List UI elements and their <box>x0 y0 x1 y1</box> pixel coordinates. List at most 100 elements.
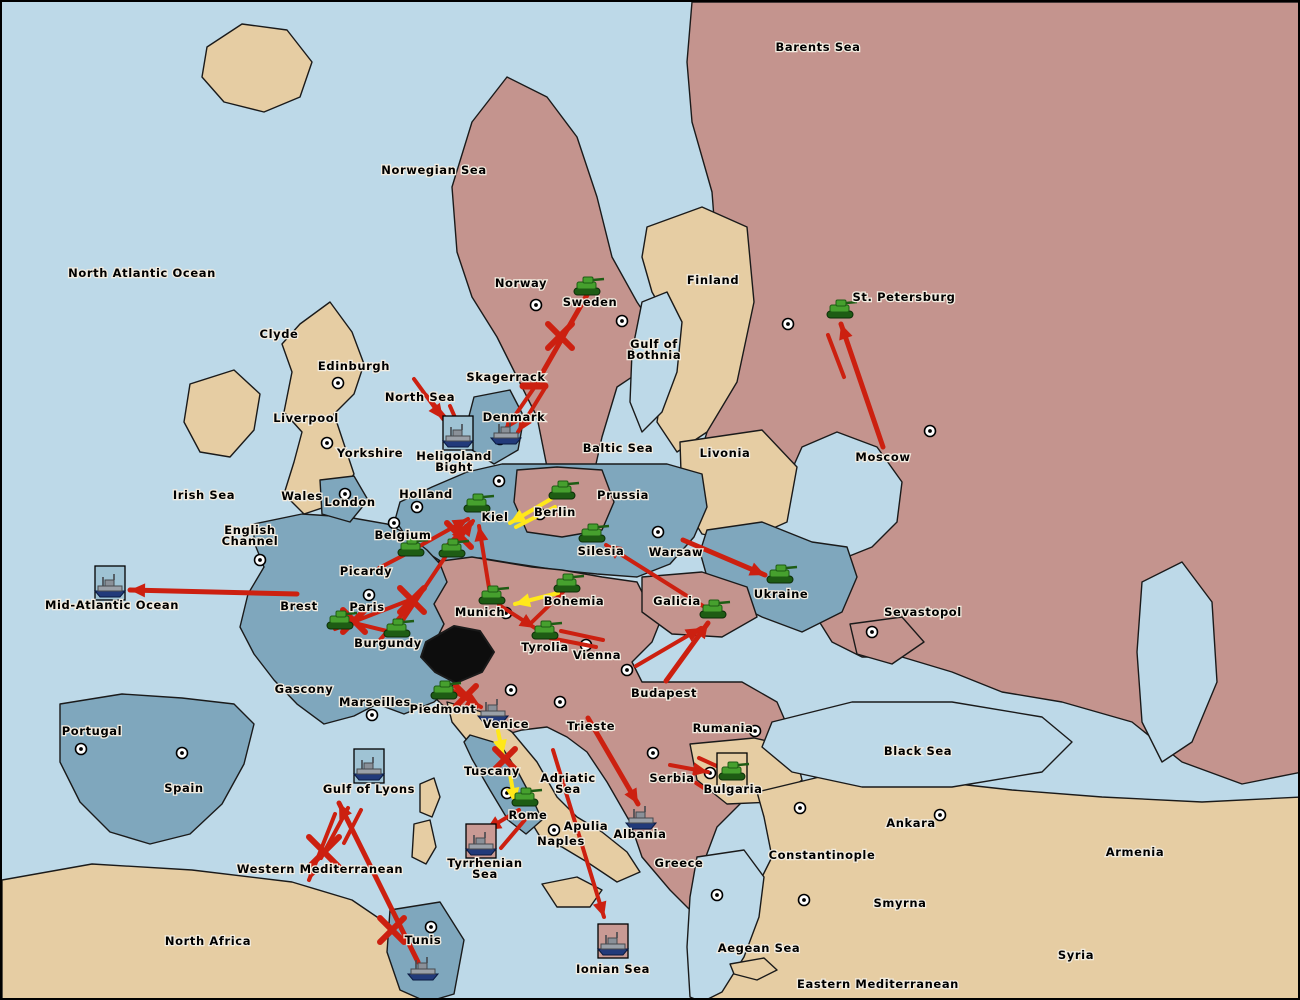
region-tunisia-blue[interactable] <box>386 901 465 1000</box>
supply-center-dot <box>320 436 334 450</box>
province-label-tuscany: Tuscany <box>464 764 520 778</box>
retreat-arrow-yellow <box>514 505 557 529</box>
sea-label-tyrrhenian-sea: Tyrrhenian Sea <box>447 856 522 881</box>
fleet-unit-ionian[interactable] <box>596 923 630 959</box>
army-unit-ruhr[interactable] <box>438 538 470 558</box>
army-unit-rome[interactable] <box>511 787 543 807</box>
army-unit-munich[interactable] <box>478 585 510 605</box>
province-label-piedmont: Piedmont <box>410 702 477 716</box>
sea-label-black-sea: Black Sea <box>884 744 952 758</box>
move-arrow-red <box>551 748 607 919</box>
fleet-unit-tunis[interactable] <box>406 957 440 981</box>
region-crete[interactable] <box>729 957 778 981</box>
fleet-unit-denmark[interactable] <box>489 421 523 445</box>
move-arrow-red <box>663 620 711 684</box>
province-label-paris: Paris <box>349 600 384 614</box>
supply-center-dot <box>646 746 660 760</box>
move-arrow-red <box>414 517 470 550</box>
province-label-prussia: Prussia <box>597 488 649 502</box>
region-gulf-of-bothnia-water[interactable] <box>629 291 683 433</box>
supply-center-dot <box>410 500 424 514</box>
province-label-norway: Norway <box>495 276 547 290</box>
province-label-ukraine: Ukraine <box>754 587 809 601</box>
region-aegean-water[interactable] <box>686 849 765 1000</box>
move-arrow-red <box>634 626 703 668</box>
supply-center-dot <box>651 525 665 539</box>
province-label-burgundy: Burgundy <box>354 636 422 650</box>
province-label-sevastopol: Sevastopol <box>884 605 962 619</box>
region-sardinia[interactable] <box>411 819 437 865</box>
region-switzerland[interactable] <box>420 625 495 684</box>
army-unit-silesia[interactable] <box>578 523 610 543</box>
move-arrow-red <box>668 762 710 777</box>
move-arrow-red <box>127 583 300 598</box>
supply-center-dot <box>365 708 379 722</box>
move-arrow-red <box>604 543 705 608</box>
province-label-moscow: Moscow <box>855 450 910 464</box>
army-unit-st-petersburg[interactable] <box>826 299 858 319</box>
sea-label-irish-sea: Irish Sea <box>173 488 235 502</box>
army-unit-tyrolia[interactable] <box>531 620 563 640</box>
province-label-smyrna: Smyrna <box>874 896 927 910</box>
province-label-silesia: Silesia <box>578 544 625 558</box>
fleet-unit-albania[interactable] <box>624 806 658 830</box>
army-unit-ukraine[interactable] <box>766 564 798 584</box>
region-ireland[interactable] <box>183 369 261 458</box>
region-iberia[interactable] <box>59 693 255 845</box>
army-unit-galicia[interactable] <box>699 599 731 619</box>
sea-label-baltic-sea: Baltic Sea <box>583 441 654 455</box>
fleet-unit-venice[interactable] <box>476 699 510 723</box>
province-label-apulia: Apulia <box>564 819 609 833</box>
province-label-north-africa: North Africa <box>165 934 251 948</box>
province-label-vienna: Vienna <box>573 648 621 662</box>
army-unit-paris[interactable] <box>326 610 358 630</box>
army-unit-bulgaria[interactable] <box>716 752 750 788</box>
province-label-picardy: Picardy <box>340 564 393 578</box>
fleet-unit-heligoland-bight[interactable] <box>441 415 475 451</box>
region-iceland[interactable] <box>201 23 313 113</box>
supply-center-dot <box>362 588 376 602</box>
army-unit-burgundy[interactable] <box>383 618 415 638</box>
army-unit-kiel[interactable] <box>463 493 495 513</box>
move-arrow-red <box>559 629 605 642</box>
supply-center-dot <box>253 553 267 567</box>
fleet-unit-gulf-of-lyons[interactable] <box>352 748 386 784</box>
region-turkey[interactable] <box>692 773 1300 1000</box>
failed-order-x-mark <box>492 746 518 772</box>
province-label-st-petersburg: St. Petersburg <box>853 290 956 304</box>
army-unit-bohemia[interactable] <box>553 573 585 593</box>
region-sicily[interactable] <box>541 876 603 908</box>
sea-label-adriatic-sea: Adriatic Sea <box>540 771 596 796</box>
supply-center-dot <box>933 808 947 822</box>
province-label-naples: Naples <box>537 834 585 848</box>
supply-center-dot <box>710 888 724 902</box>
sea-label-north-sea: North Sea <box>385 390 455 404</box>
region-black-sea-water[interactable] <box>761 701 1073 788</box>
province-label-yorkshire: Yorkshire <box>336 446 403 460</box>
region-scandinavia[interactable] <box>451 76 658 503</box>
province-label-berlin: Berlin <box>534 505 576 519</box>
army-unit-belgium[interactable] <box>397 537 429 557</box>
army-unit-sweden[interactable] <box>573 276 605 296</box>
sea-label-mid-atlantic-ocean: Mid-Atlantic Ocean <box>45 598 179 612</box>
province-label-tyrolia: Tyrolia <box>521 640 568 654</box>
region-caspian-water[interactable] <box>1136 561 1218 763</box>
province-label-belgium: Belgium <box>374 528 431 542</box>
supply-center-dot <box>793 801 807 815</box>
province-label-denmark: Denmark <box>483 410 546 424</box>
army-unit-piedmont[interactable] <box>430 680 462 700</box>
fleet-unit-tyrrhenian[interactable] <box>464 823 498 859</box>
supply-center-dot <box>547 823 561 837</box>
supply-center-dot <box>620 663 634 677</box>
army-unit-berlin[interactable] <box>548 480 580 500</box>
province-label-gascony: Gascony <box>275 682 334 696</box>
province-label-portugal: Portugal <box>62 724 122 738</box>
move-arrow-red <box>585 715 641 807</box>
supply-center-dot <box>797 893 811 907</box>
fleet-unit-mid-atlantic[interactable] <box>93 565 127 601</box>
region-corsica[interactable] <box>419 777 441 818</box>
supply-center-dot <box>74 742 88 756</box>
move-arrow-red <box>826 333 846 379</box>
